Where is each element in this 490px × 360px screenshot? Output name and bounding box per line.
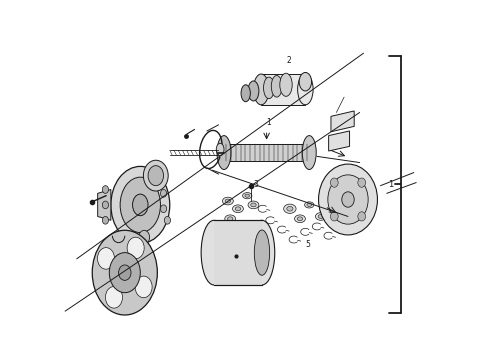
Ellipse shape xyxy=(148,166,164,186)
Ellipse shape xyxy=(102,216,108,224)
Ellipse shape xyxy=(307,203,312,206)
Ellipse shape xyxy=(102,186,108,193)
Ellipse shape xyxy=(316,213,326,220)
Ellipse shape xyxy=(318,164,377,235)
Ellipse shape xyxy=(358,178,366,187)
Ellipse shape xyxy=(127,237,144,259)
Ellipse shape xyxy=(305,202,314,208)
Ellipse shape xyxy=(251,203,256,207)
Ellipse shape xyxy=(135,276,152,298)
Ellipse shape xyxy=(342,192,354,207)
Ellipse shape xyxy=(227,217,233,221)
Ellipse shape xyxy=(164,216,171,224)
Ellipse shape xyxy=(216,143,224,156)
Ellipse shape xyxy=(287,206,293,211)
Ellipse shape xyxy=(98,248,115,269)
Text: 1: 1 xyxy=(389,180,394,189)
Ellipse shape xyxy=(144,160,168,191)
Ellipse shape xyxy=(201,220,227,285)
Ellipse shape xyxy=(119,265,131,280)
Ellipse shape xyxy=(280,73,292,96)
Ellipse shape xyxy=(245,194,249,197)
Ellipse shape xyxy=(222,197,233,205)
Ellipse shape xyxy=(133,194,148,216)
Text: 2: 2 xyxy=(287,56,292,65)
Ellipse shape xyxy=(139,230,149,244)
Ellipse shape xyxy=(92,230,157,315)
Text: 3: 3 xyxy=(253,180,258,189)
Ellipse shape xyxy=(225,199,231,203)
Ellipse shape xyxy=(241,85,250,102)
Polygon shape xyxy=(98,189,111,220)
Ellipse shape xyxy=(120,177,160,233)
Text: 1: 1 xyxy=(266,118,270,127)
Ellipse shape xyxy=(253,74,269,105)
Polygon shape xyxy=(331,111,354,132)
Ellipse shape xyxy=(233,205,244,213)
Ellipse shape xyxy=(284,204,296,213)
Ellipse shape xyxy=(328,206,337,212)
Ellipse shape xyxy=(243,193,252,199)
Ellipse shape xyxy=(225,215,236,222)
Polygon shape xyxy=(261,74,305,105)
Ellipse shape xyxy=(297,217,303,221)
Text: 5: 5 xyxy=(305,240,310,249)
Ellipse shape xyxy=(109,253,140,293)
Ellipse shape xyxy=(111,166,170,243)
Ellipse shape xyxy=(254,230,270,275)
Ellipse shape xyxy=(160,205,167,213)
Ellipse shape xyxy=(330,178,338,187)
Ellipse shape xyxy=(318,215,323,219)
Ellipse shape xyxy=(330,207,335,210)
Ellipse shape xyxy=(358,212,366,221)
Ellipse shape xyxy=(217,136,231,170)
Polygon shape xyxy=(224,144,309,161)
Ellipse shape xyxy=(235,207,241,211)
Ellipse shape xyxy=(271,76,282,97)
Ellipse shape xyxy=(328,175,368,224)
Ellipse shape xyxy=(299,72,312,91)
Ellipse shape xyxy=(294,215,305,222)
Polygon shape xyxy=(214,220,262,285)
Ellipse shape xyxy=(249,220,275,285)
Ellipse shape xyxy=(297,74,313,105)
Ellipse shape xyxy=(160,189,167,197)
Ellipse shape xyxy=(330,212,338,221)
Ellipse shape xyxy=(248,81,259,101)
Ellipse shape xyxy=(264,77,274,99)
Ellipse shape xyxy=(102,201,108,209)
Ellipse shape xyxy=(302,136,316,170)
Polygon shape xyxy=(329,131,349,151)
Ellipse shape xyxy=(248,201,259,209)
Ellipse shape xyxy=(105,287,122,308)
